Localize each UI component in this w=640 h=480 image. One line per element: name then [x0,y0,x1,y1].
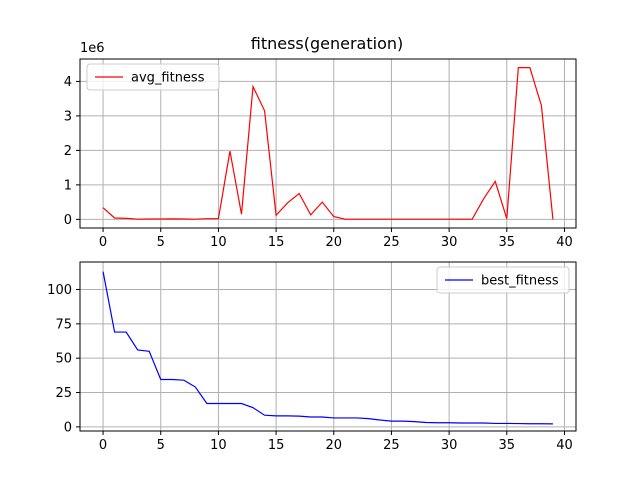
legend-label: best_fitness [481,274,559,289]
y-tick-label: 0 [64,213,72,228]
y-tick-label: 100 [47,283,72,298]
legend-box [436,266,570,294]
x-tick-label: 0 [99,438,107,453]
series-line-avg_fitness [102,67,554,220]
x-tick-label: 5 [157,235,165,250]
y-tick-label: 2 [64,144,72,159]
y-tick-label: 1 [64,178,72,193]
series-line-best_fitness [102,271,553,425]
x-tick-label: 20 [325,235,342,250]
y-offset-label: 1e6 [80,41,105,56]
best-fitness-axes: 0 5 10 15 20 25 30 35 40 0 25 50 75 100 best_fitness [47,261,577,453]
x-tick-label: 40 [556,438,573,453]
y-tick-label: 4 [64,75,72,90]
x-tick-label: 15 [268,235,285,250]
x-tick-label: 30 [441,438,458,453]
y-tick-label: 25 [55,386,72,401]
axes-frame [79,261,577,432]
legend: avg_fitness [86,63,220,91]
x-tick-label: 15 [268,438,285,453]
x-tick-label: 25 [383,235,400,250]
x-tick-label: 20 [325,438,342,453]
x-tick-label: 0 [99,235,107,250]
y-tick-label: 50 [55,352,72,367]
axes-frame [79,58,577,229]
x-tick-label: 25 [383,438,400,453]
x-tick-label: 35 [499,438,516,453]
y-tick-label: 3 [64,109,72,124]
x-tick-label: 10 [210,438,227,453]
x-tick-label: 40 [556,235,573,250]
y-tick-label: 75 [55,317,72,332]
x-tick-label: 35 [499,235,516,250]
x-tick-label: 5 [157,438,165,453]
legend-box [86,63,220,91]
x-tick-label: 10 [210,235,227,250]
y-tick-label: 0 [64,420,72,435]
x-tick-label: 30 [441,235,458,250]
avg-fitness-axes: 0 5 10 15 20 25 30 35 40 0 1 2 3 4 1e6 avg_fitness [64,41,577,250]
legend-label: avg_fitness [131,71,205,86]
legend: best_fitness [436,266,570,294]
chart-title: fitness(generation) [251,34,404,53]
